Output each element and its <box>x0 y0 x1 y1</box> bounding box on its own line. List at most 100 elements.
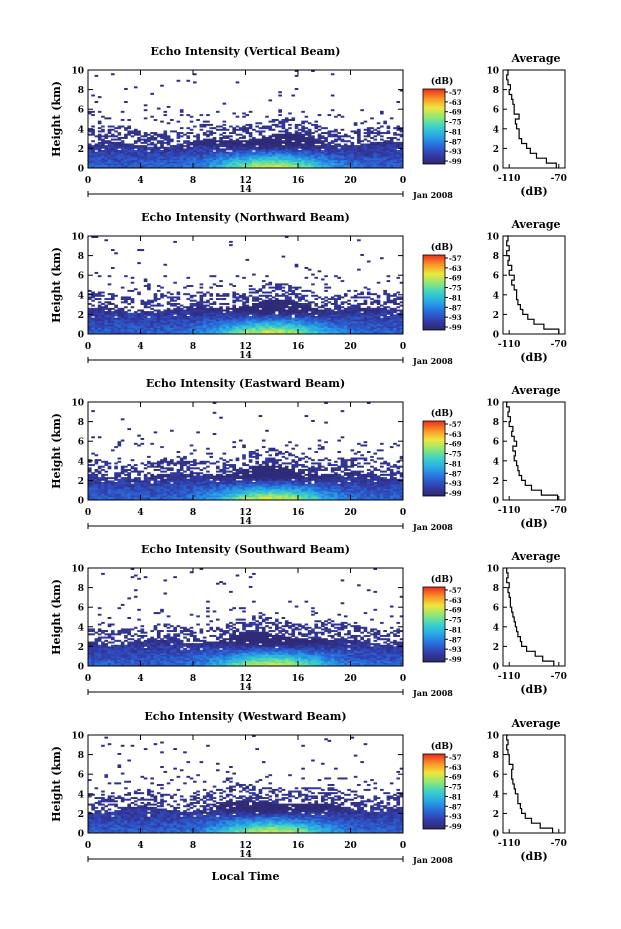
heatmap-cell <box>153 498 158 501</box>
heatmap-cell <box>248 166 253 169</box>
heatmap-cell <box>311 166 315 169</box>
heatmap-cell <box>363 320 368 323</box>
heatmap-cell <box>399 327 404 330</box>
heatmap-cell <box>183 317 187 320</box>
heatmap-cell <box>160 460 164 463</box>
heatmap-cell <box>124 330 128 333</box>
heatmap-cell <box>320 332 325 335</box>
heatmap-cell <box>353 154 358 157</box>
heatmap-cell <box>376 311 381 314</box>
heatmap-cell <box>232 304 237 307</box>
heatmap-cell <box>360 146 364 149</box>
heatmap-cell <box>363 120 368 123</box>
heatmap-cell <box>275 302 279 305</box>
heatmap-cell <box>320 163 325 166</box>
heatmap-cell <box>317 312 322 315</box>
heatmap-cell <box>311 317 315 320</box>
heatmap-cell <box>170 314 174 317</box>
heatmap-cell <box>147 483 151 486</box>
heatmap-cell <box>304 161 309 164</box>
heatmap-cell <box>173 486 177 489</box>
heatmap-cell <box>261 311 266 314</box>
heatmap-cell <box>281 299 286 302</box>
heatmap-cell <box>248 110 253 113</box>
heatmap-cell <box>143 141 148 144</box>
heatmap-cell <box>140 154 145 157</box>
heatmap-cell <box>196 133 200 136</box>
heatmap-cell <box>110 138 115 141</box>
heatmap-cell <box>117 320 122 323</box>
heatmap-cell <box>88 325 92 328</box>
heatmap-cell <box>137 325 141 328</box>
heatmap-cell <box>307 153 312 156</box>
heatmap-cell <box>275 141 279 144</box>
heatmap-cell <box>265 143 269 146</box>
average-y-tick-label: 10 <box>486 233 499 243</box>
heatmap-cell <box>258 122 263 125</box>
heatmap-cell <box>206 319 210 322</box>
heatmap-cell <box>166 314 171 317</box>
heatmap-cell <box>360 150 364 153</box>
heatmap-cell <box>275 330 279 333</box>
heatmap-cell <box>242 301 246 304</box>
heatmap-cell <box>179 164 184 167</box>
heatmap-cell <box>101 145 105 148</box>
heatmap-cell <box>258 306 263 309</box>
heatmap-cell <box>101 153 105 156</box>
heatmap-cell <box>370 159 374 162</box>
heatmap-cell <box>143 158 148 161</box>
heatmap-cell <box>186 325 191 328</box>
heatmap-cell <box>160 150 164 153</box>
heatmap-cell <box>347 324 351 327</box>
heatmap-cell <box>373 151 378 154</box>
heatmap-cell <box>147 482 151 485</box>
heatmap-cell <box>399 156 404 159</box>
heatmap-cell <box>124 478 128 481</box>
heatmap-cell <box>383 317 387 320</box>
heatmap-cell <box>150 161 154 164</box>
heatmap-cell <box>133 130 138 133</box>
heatmap-cell <box>176 296 181 299</box>
heatmap-cell <box>196 312 200 315</box>
heatmap-cell <box>284 329 289 332</box>
heatmap-cell <box>225 306 230 309</box>
heatmap-cell <box>163 158 168 161</box>
heatmap-cell <box>120 148 125 151</box>
heatmap-cell <box>209 325 214 328</box>
heatmap-cell <box>97 141 102 144</box>
heatmap-cell <box>166 161 171 164</box>
heatmap-cell <box>353 166 358 169</box>
heatmap-cell <box>143 109 148 112</box>
heatmap-cell <box>291 332 296 335</box>
heatmap-cell <box>153 496 158 499</box>
heatmap-cell <box>215 128 220 131</box>
heatmap-cell <box>130 327 135 330</box>
heatmap-cell <box>294 294 299 297</box>
heatmap-cell <box>107 491 112 494</box>
heatmap-cell <box>294 145 299 148</box>
heatmap-cell <box>294 332 299 335</box>
heatmap-cell <box>278 329 282 332</box>
heatmap-cell <box>271 296 276 299</box>
heatmap-cell <box>212 275 217 278</box>
heatmap-cell <box>252 299 256 302</box>
heatmap-cell <box>179 330 184 333</box>
heatmap-cell <box>389 329 394 332</box>
heatmap-cell <box>334 320 338 323</box>
heatmap-cell <box>278 156 282 159</box>
heatmap-cell <box>261 330 266 333</box>
heatmap-cell <box>255 307 259 310</box>
heatmap-cell <box>219 143 223 146</box>
heatmap-cell <box>350 143 355 146</box>
heatmap-cell <box>314 130 319 133</box>
heatmap-cell <box>268 302 273 305</box>
heatmap-cell <box>261 306 266 309</box>
heatmap-cell <box>212 329 217 332</box>
heatmap-cell <box>153 495 158 498</box>
heatmap-cell <box>130 145 135 148</box>
heatmap-cell <box>202 125 207 128</box>
heatmap-cell <box>284 322 289 325</box>
heatmap-cell <box>153 483 158 486</box>
heatmap-cell <box>252 298 256 301</box>
heatmap-cell <box>337 298 342 301</box>
